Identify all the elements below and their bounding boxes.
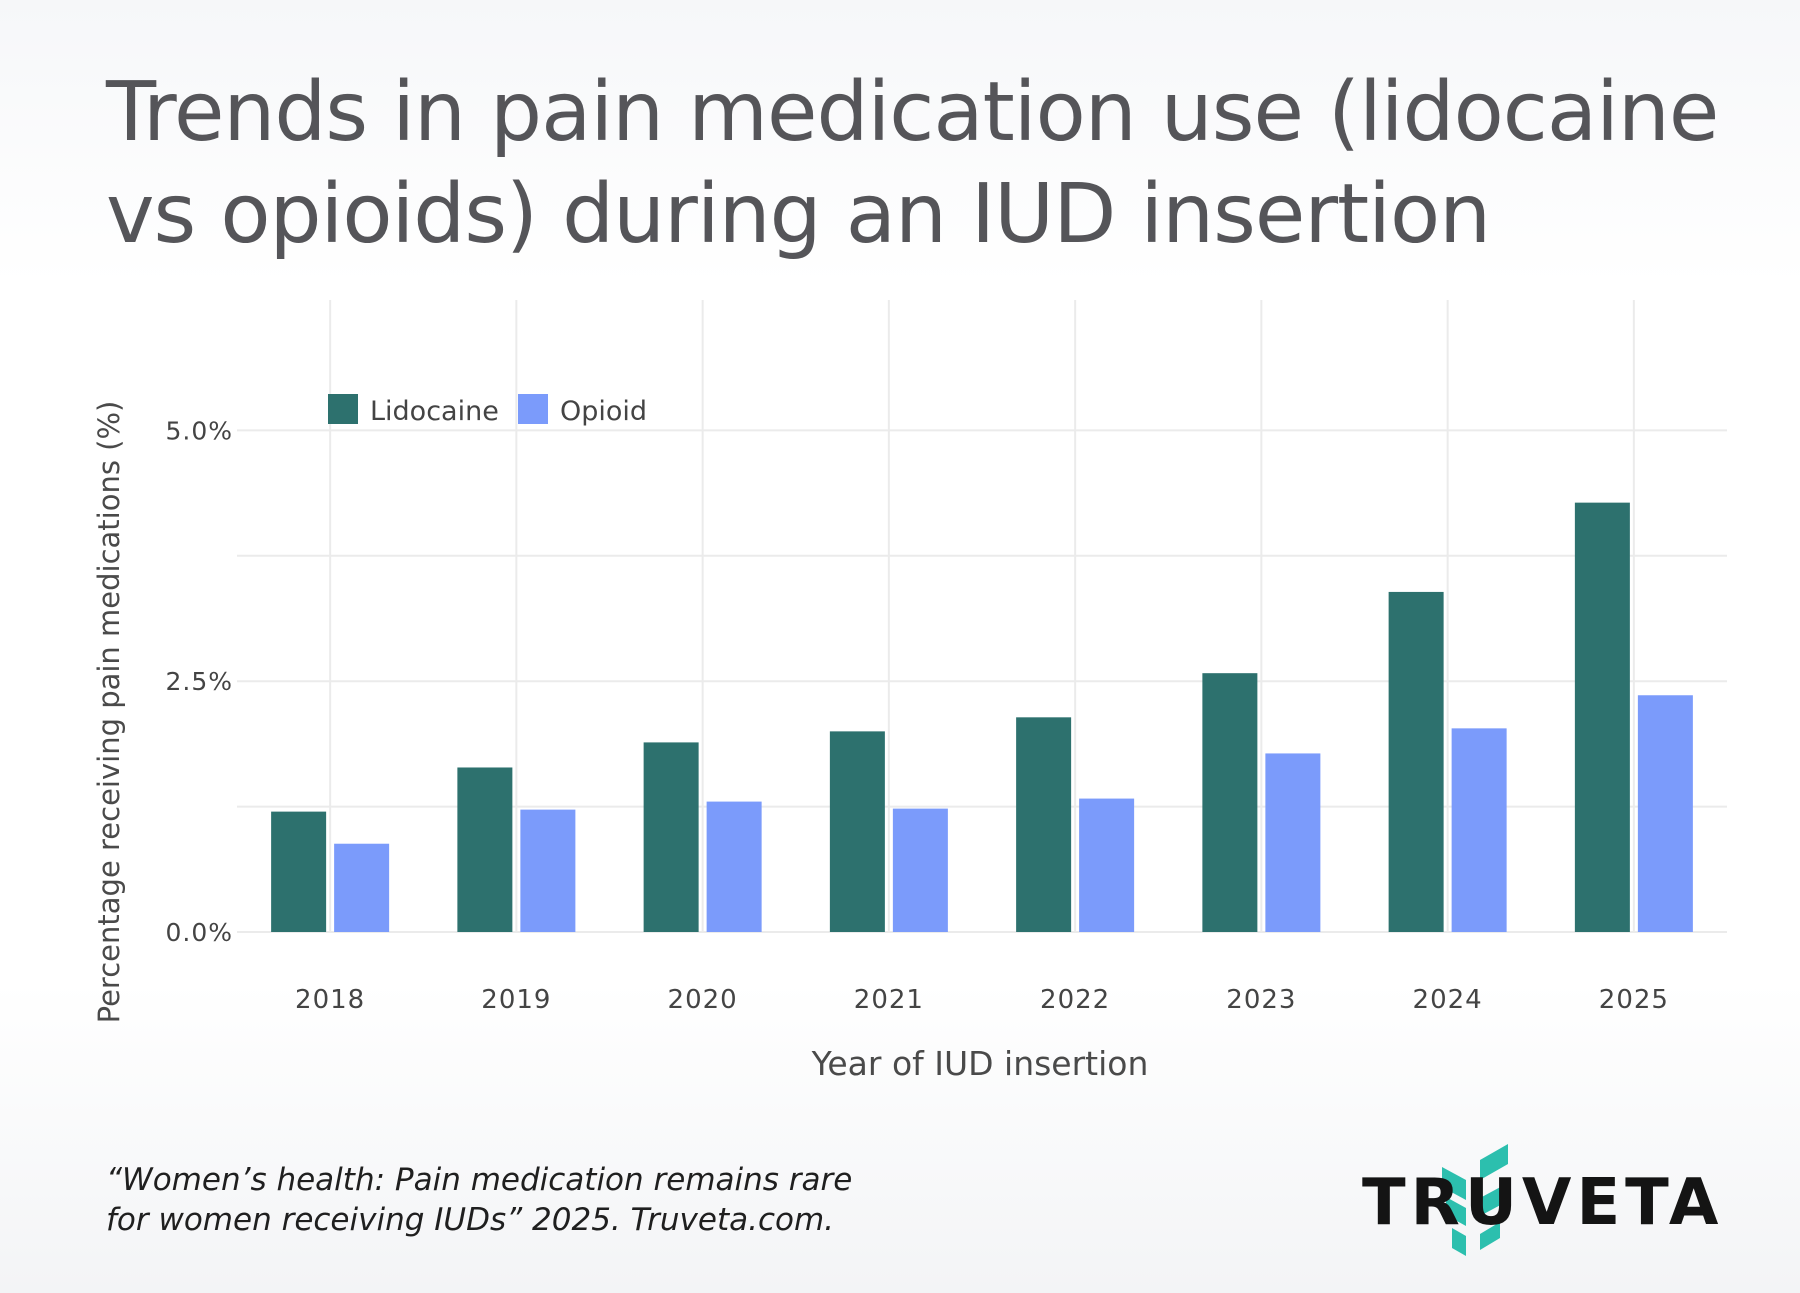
bar-lidocaine-2022 [1016,717,1072,932]
legend-swatch-lidocaine [328,394,358,424]
bar-lidocaine-2024 [1388,591,1444,932]
x-tick-label: 2024 [1413,985,1483,1015]
y-tick-label: 0.0% [165,918,233,947]
bar-opioid-2024 [1451,728,1507,932]
bar-opioid-2018 [334,843,390,932]
y-tick-label: 5.0% [165,416,233,445]
x-tick-label: 2020 [668,985,738,1015]
x-axis-ticks: 2018 2019 2020 2021 2022 2023 2024 2025 [295,985,1669,1015]
bar-lidocaine-2020 [643,742,699,932]
bar-lidocaine-2019 [457,767,513,932]
bar-lidocaine-2025 [1574,502,1630,932]
x-tick-label: 2018 [295,985,365,1015]
truveta-leaf-icon [1442,1144,1508,1256]
legend-swatch-opioid [518,394,548,424]
y-axis-label: Percentage receiving pain medications (%… [92,401,126,1024]
citation: “Women’s health: Pain medication remains… [106,1162,853,1238]
bar-opioid-2021 [892,808,948,932]
bar-lidocaine-2018 [271,811,327,932]
chart-legend: Lidocaine Opioid [328,394,647,427]
bar-opioid-2020 [706,801,762,932]
bar-opioid-2025 [1637,695,1693,932]
y-tick-label: 2.5% [165,667,233,696]
y-axis-ticks: 0.0% 2.5% 5.0% [165,416,233,947]
bar-lidocaine-2023 [1202,673,1258,932]
page-title: Trends in pain medication use (lidocaine… [106,65,1719,262]
brand-name: TRUVETA [1362,1166,1724,1240]
x-axis-label: Year of IUD insertion [811,1044,1149,1083]
bar-lidocaine-2021 [829,731,885,932]
bar-opioid-2022 [1079,798,1135,932]
x-tick-label: 2025 [1599,985,1669,1015]
bar-opioid-2019 [520,809,576,932]
bar-chart: 0.0% 2.5% 5.0% 2018 2019 2020 2021 2022 2023 202… [92,300,1727,1083]
legend-label-opioid: Opioid [560,396,647,427]
x-tick-label: 2019 [481,985,551,1015]
bar-opioid-2023 [1265,753,1321,932]
chart-bars [271,502,1693,932]
x-tick-label: 2023 [1226,985,1296,1015]
x-tick-label: 2022 [1040,985,1110,1015]
x-tick-label: 2021 [854,985,924,1015]
legend-label-lidocaine: Lidocaine [370,396,499,427]
